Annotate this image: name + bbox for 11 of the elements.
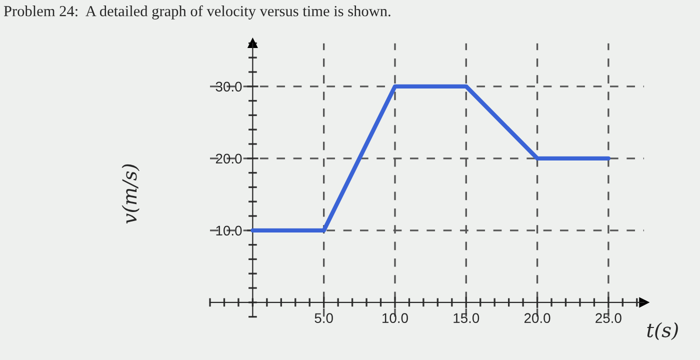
y-tick-label: 20.0 [216,154,242,164]
y-axis-title: v(m/s) [122,164,140,224]
x-tick-label: 15.0 [454,313,480,324]
y-tick-label: 10.0 [216,226,242,236]
y-tick-label: 30.0 [216,82,242,92]
chart-title: Problem 24: A detailed graph of velocity versus time is shown. [4,5,390,20]
x-tick-label: 5.0 [314,313,333,324]
x-tick-label: 25.0 [596,313,622,324]
x-axis-title: t(s) [647,322,678,340]
x-tick-label: 10.0 [382,313,408,324]
x-tick-label: 20.0 [524,313,550,324]
